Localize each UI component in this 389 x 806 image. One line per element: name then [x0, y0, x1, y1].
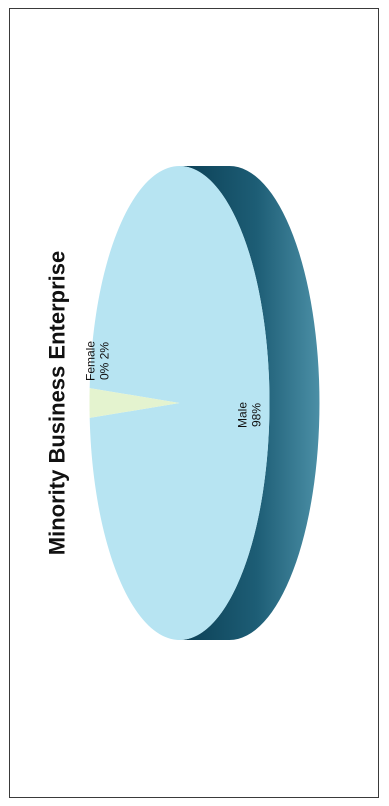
pie-slice-female [89, 388, 180, 418]
data-label-male-name: Male [236, 402, 250, 428]
data-label-female-values: 0% 2% [98, 342, 112, 380]
data-label-female-extra: 0% [98, 362, 112, 380]
pie-slice-male [89, 166, 270, 640]
chart-title: Minority Business Enterprise [45, 251, 70, 555]
pie-side-wall [179, 166, 320, 640]
data-label-male-value: 98% [250, 403, 264, 427]
data-label-female-value: 2% [98, 342, 112, 360]
data-label-female-name: Female [84, 341, 98, 381]
